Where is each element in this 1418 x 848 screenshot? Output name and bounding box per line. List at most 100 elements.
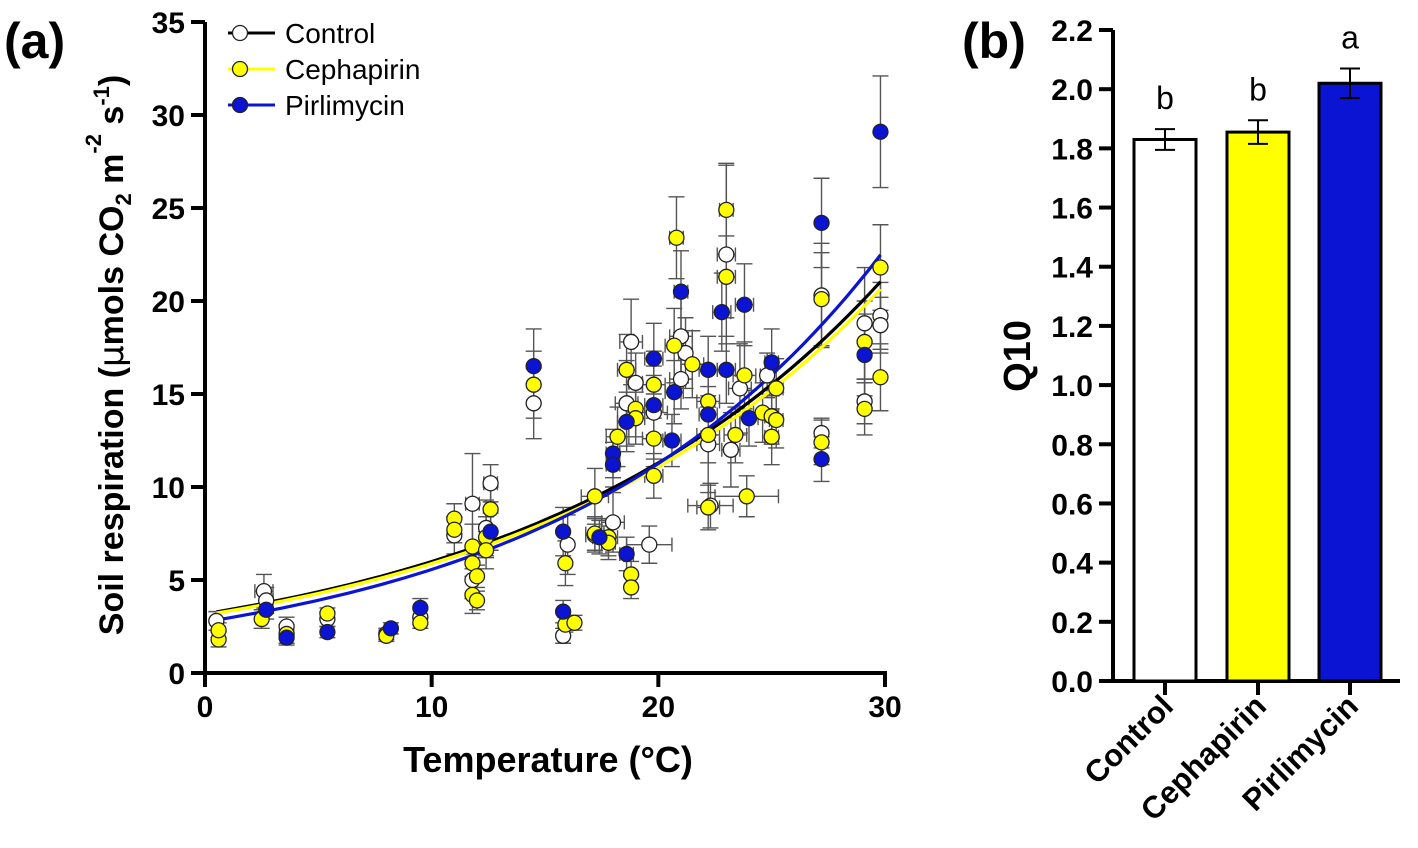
q10-y-tick-label: 1.0 xyxy=(1051,370,1093,403)
data-point xyxy=(763,428,780,445)
legend: Control Cephapirin Pirlimycin xyxy=(228,18,420,121)
data-point xyxy=(722,441,740,458)
data-point xyxy=(738,488,755,505)
data-point xyxy=(856,315,873,332)
data-point xyxy=(713,304,730,321)
data-point xyxy=(672,283,690,300)
data-point xyxy=(872,123,889,140)
y-tick-label: 35 xyxy=(152,7,185,40)
data-point xyxy=(718,246,735,263)
data-point xyxy=(554,523,572,540)
panel-a-scatter: (a) 0 5 10 15 20 25 30 35 0 10 20 30 Soil respirati… xyxy=(4,7,902,780)
bar-pirlimycin xyxy=(1317,81,1383,683)
data-point xyxy=(525,376,542,393)
data-point xyxy=(872,317,889,334)
errorbars-pirlimycin xyxy=(258,75,889,646)
fit-curve-cephapirin xyxy=(216,287,882,615)
data-point xyxy=(813,434,830,451)
data-point xyxy=(604,514,622,531)
q10-y-tick-label: 1.2 xyxy=(1051,311,1093,344)
significance-letter: b xyxy=(1249,71,1267,107)
data-point xyxy=(468,592,486,609)
y-tick-label: 5 xyxy=(168,565,185,598)
data-point xyxy=(684,356,701,373)
data-point xyxy=(468,568,486,585)
data-point xyxy=(718,361,735,378)
data-point xyxy=(464,495,481,512)
data-point xyxy=(464,538,481,555)
panel-a-plot-layer: 0 5 10 15 20 25 30 35 0 10 20 30 xyxy=(152,7,902,724)
q10-y-tick-label: 2.2 xyxy=(1051,15,1093,48)
x-tick-label: 20 xyxy=(642,691,675,724)
data-point xyxy=(666,383,683,401)
data-point xyxy=(554,603,572,620)
q10-axis-title: Q10 xyxy=(997,320,1039,392)
data-point xyxy=(622,333,640,351)
data-point xyxy=(856,346,873,364)
q10-y-tick-label: 1.6 xyxy=(1051,193,1093,226)
y-axis-title-part: ) xyxy=(93,75,131,86)
data-point xyxy=(668,229,685,246)
data-point xyxy=(627,374,644,391)
data-point xyxy=(618,413,635,431)
panel-b-plot-layer: 0.00.20.40.60.81.01.21.41.61.82.02.2bCon… xyxy=(1051,15,1400,827)
legend-marker xyxy=(231,96,249,114)
data-point xyxy=(736,296,753,313)
data-point xyxy=(740,410,758,427)
data-point xyxy=(319,623,336,641)
y-tick-label: 20 xyxy=(152,286,185,319)
panel-a-y-axis-title: Soil respiration (μmols CO2 m-2 s-1) xyxy=(81,75,136,635)
data-point xyxy=(763,354,780,371)
data-point xyxy=(768,380,785,397)
data-point xyxy=(641,536,658,553)
significance-letter: a xyxy=(1341,19,1359,55)
q10-y-tick-label: 0.4 xyxy=(1051,548,1093,581)
data-point xyxy=(700,426,717,444)
legend-label: Cephapirin xyxy=(285,54,420,85)
significance-letter: b xyxy=(1156,80,1174,116)
data-point xyxy=(645,397,662,414)
q10-y-tick-label: 0.2 xyxy=(1051,607,1093,640)
bar-control xyxy=(1132,137,1198,683)
y-axis-title-part: 2 xyxy=(111,193,136,205)
x-tick-label: 10 xyxy=(415,691,448,724)
data-point xyxy=(591,529,608,546)
y-axis-title-part: -2 xyxy=(81,134,106,154)
q10-y-tick-label: 1.8 xyxy=(1051,133,1093,166)
data-point xyxy=(856,400,873,418)
data-point xyxy=(525,395,542,412)
data-point xyxy=(210,622,227,639)
y-axis-title-part: Soil respiration ( xyxy=(93,366,131,635)
data-point xyxy=(618,361,635,378)
y-axis-title: Soil respiration (μmols CO2 m-2 s-1) xyxy=(81,75,136,635)
data-point xyxy=(609,428,626,445)
data-point xyxy=(813,450,830,468)
data-point xyxy=(482,523,499,540)
data-point xyxy=(727,426,744,444)
data-point xyxy=(566,614,583,631)
data-point xyxy=(645,430,662,447)
y-axis-title-part: s xyxy=(93,106,131,134)
data-point xyxy=(557,555,574,572)
data-point xyxy=(412,599,429,617)
series-cephapirin xyxy=(210,201,889,648)
data-point xyxy=(586,488,604,505)
data-point xyxy=(446,521,463,538)
panel-b-label: (b) xyxy=(962,13,1026,69)
data-point xyxy=(718,268,735,285)
y-axis-title-part: m xyxy=(93,154,131,194)
data-point xyxy=(278,629,295,646)
data-point xyxy=(604,456,622,473)
data-point xyxy=(319,605,336,622)
q10-y-tick-label: 1.4 xyxy=(1051,252,1093,285)
data-point xyxy=(618,545,635,563)
data-point xyxy=(872,369,889,386)
data-point xyxy=(525,357,542,375)
y-tick-label: 25 xyxy=(152,193,185,226)
fit-curve-pirlimycin xyxy=(216,253,882,622)
data-point xyxy=(718,201,735,219)
legend-marker xyxy=(231,24,249,42)
legend-label: Control xyxy=(285,18,375,49)
data-point xyxy=(813,290,830,308)
